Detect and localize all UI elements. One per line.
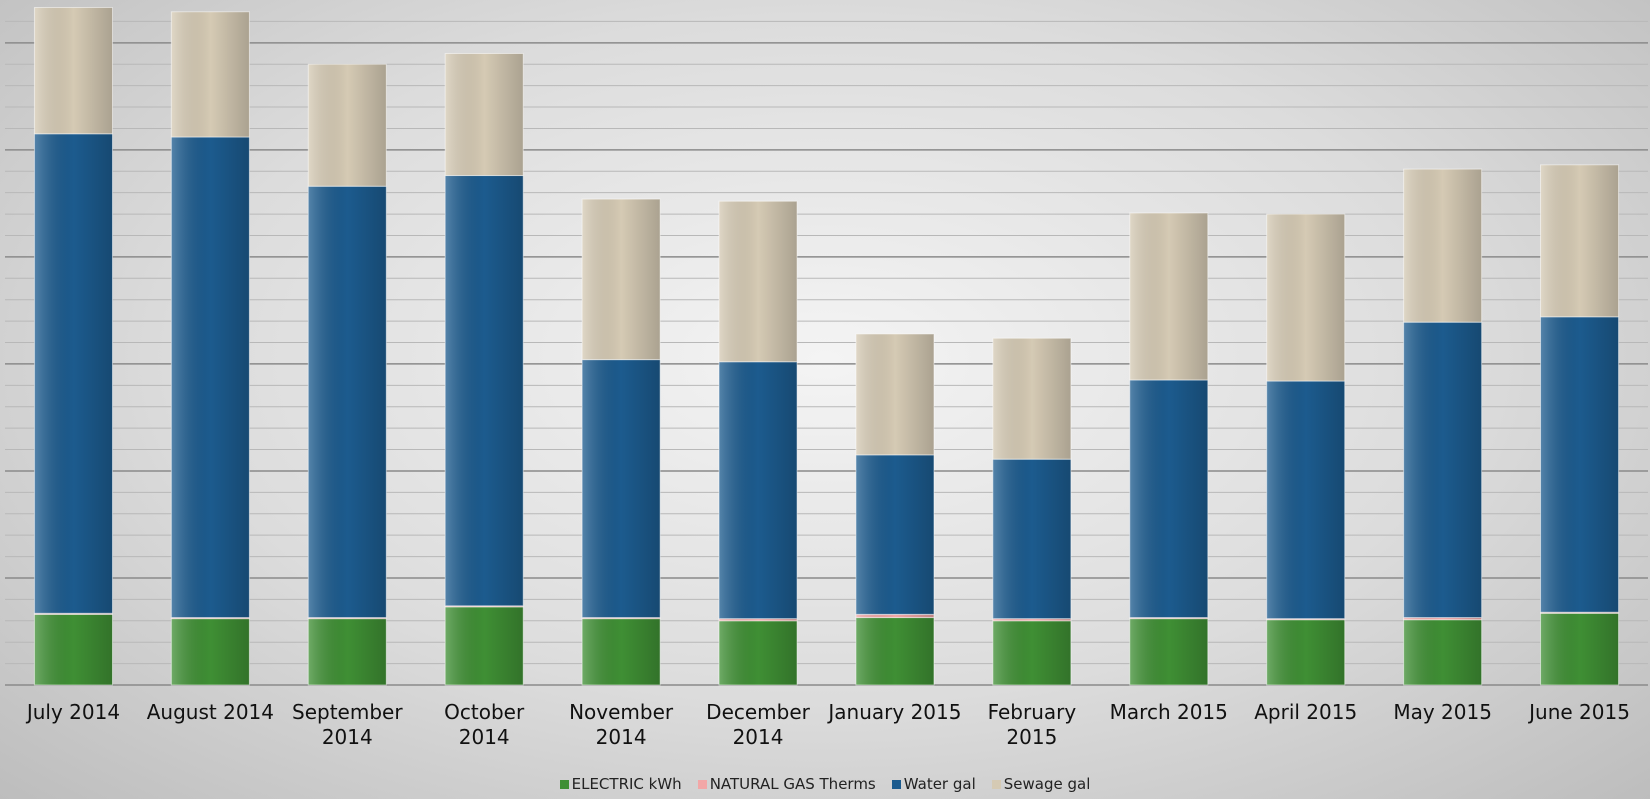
bar-shade — [1540, 164, 1620, 318]
bar-shade — [1129, 379, 1209, 619]
legend-item: Sewage gal — [991, 775, 1091, 793]
x-tick-label: April 2015 — [1254, 700, 1358, 724]
bar-shade — [33, 133, 113, 614]
bar-shade — [1403, 321, 1483, 619]
legend-item: NATURAL GAS Therms — [697, 775, 876, 793]
bar-shade — [1129, 618, 1209, 686]
bar-shade — [855, 617, 935, 686]
bar-shade — [307, 618, 387, 686]
x-tick-label: December 2014 — [706, 700, 810, 749]
x-tick-label: June 2015 — [1529, 700, 1630, 724]
legend-swatch — [697, 780, 707, 789]
bar-shade — [992, 620, 1072, 686]
bar-shade — [1540, 612, 1620, 686]
legend-swatch — [991, 780, 1001, 789]
bar-shade — [1540, 316, 1620, 613]
bar-shade — [718, 361, 798, 620]
x-tick-label: August 2014 — [146, 700, 274, 724]
legend-swatch — [891, 780, 901, 789]
bar-shade — [170, 136, 250, 619]
bar-shade — [1266, 380, 1346, 620]
legend: ELECTRIC kWh NATURAL GAS Therms Water gal S… — [0, 775, 1650, 793]
bar-shade — [718, 200, 798, 363]
x-tick-label: November 2014 — [569, 700, 674, 749]
bar-shade — [855, 333, 935, 456]
legend-item: ELECTRIC kWh — [559, 775, 682, 793]
bar-shade — [1403, 619, 1483, 686]
bar-shade — [33, 613, 113, 686]
legend-label: ELECTRIC kWh — [571, 775, 682, 793]
bar-shade — [1129, 212, 1209, 381]
bar-shade — [581, 618, 661, 686]
x-tick-label: January 2015 — [828, 700, 962, 724]
bar-shade — [444, 175, 524, 607]
legend-swatch — [559, 780, 569, 789]
x-tick-label: July 2014 — [26, 700, 121, 724]
bar-shade — [444, 53, 524, 177]
bar-shade — [170, 11, 250, 138]
legend-label: Sewage gal — [1003, 775, 1091, 793]
bar-shade — [170, 618, 250, 686]
bar-shade — [307, 63, 387, 187]
x-tick-label: March 2015 — [1109, 700, 1228, 724]
bar-shade — [581, 198, 661, 361]
bar-shade — [581, 359, 661, 619]
bar-shade — [718, 620, 798, 686]
bar-shade — [307, 185, 387, 619]
bar-shade — [444, 606, 524, 686]
legend-item: Water gal — [891, 775, 976, 793]
legend-label: Water gal — [903, 775, 976, 793]
bar-shade — [1266, 213, 1346, 382]
bar-shade — [992, 458, 1072, 620]
x-tick-label: May 2015 — [1393, 700, 1492, 724]
x-tick-label: February 2015 — [987, 700, 1077, 749]
legend-label: NATURAL GAS Therms — [709, 775, 876, 793]
bar-shade — [1403, 168, 1483, 323]
bar-shade — [1266, 619, 1346, 686]
bar-shade — [855, 454, 935, 615]
bar-shade — [992, 337, 1072, 460]
x-tick-label: October 2014 — [444, 700, 525, 749]
bar-shade — [33, 6, 113, 135]
x-tick-label: September 2014 — [292, 700, 403, 749]
